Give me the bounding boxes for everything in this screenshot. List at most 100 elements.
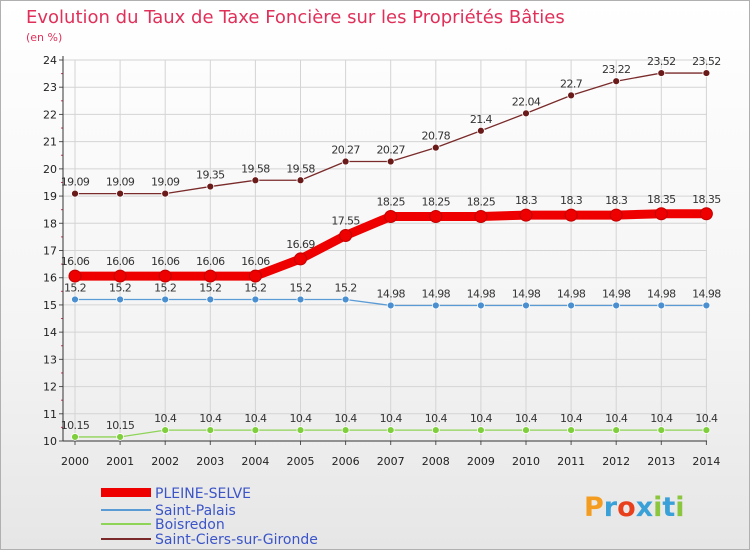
data-label: 10.4 [425, 412, 448, 425]
data-point [657, 301, 666, 310]
data-label: 18.25 [376, 195, 405, 208]
data-label: 16.06 [151, 255, 180, 268]
data-label: 15.2 [244, 281, 266, 294]
data-label: 14.98 [512, 287, 541, 300]
data-label: 14.98 [647, 287, 676, 300]
data-point [339, 229, 353, 243]
x-tick-label: 2012 [602, 455, 630, 468]
data-point [296, 426, 305, 435]
y-tick-label: 11 [43, 408, 57, 421]
y-tick-label: 20 [43, 163, 57, 176]
data-point [702, 69, 711, 77]
data-label: 10.4 [470, 412, 493, 425]
data-label: 16.06 [196, 255, 225, 268]
data-point [431, 143, 440, 152]
data-point [431, 301, 440, 310]
legend-label: Saint-Palais [155, 503, 236, 519]
y-tick-label: 17 [43, 245, 57, 258]
chart-title: Evolution du Taux de Taxe Foncière sur l… [26, 7, 565, 28]
legend-swatch [101, 488, 151, 497]
data-point [161, 189, 170, 198]
data-point [386, 157, 395, 166]
x-tick-label: 2008 [422, 455, 450, 468]
data-label: 14.98 [422, 287, 451, 300]
data-point [113, 269, 127, 283]
data-label: 10.4 [244, 412, 267, 425]
data-label: 20.27 [331, 144, 360, 157]
data-point [203, 269, 217, 283]
data-point [251, 295, 260, 304]
data-point [251, 426, 260, 435]
data-point [386, 426, 395, 435]
data-label: 15.2 [199, 281, 221, 294]
data-label: 10.4 [695, 412, 718, 425]
data-point [519, 208, 533, 222]
data-point [248, 269, 262, 283]
data-label: 15.2 [154, 281, 176, 294]
data-point [612, 77, 621, 86]
data-label: 19.09 [61, 176, 90, 189]
data-label: 20.78 [422, 130, 451, 143]
y-tick-label: 19 [43, 190, 57, 203]
data-point [68, 269, 82, 283]
data-point [386, 301, 395, 310]
data-point [699, 207, 713, 221]
data-label: 16.06 [106, 255, 135, 268]
data-point [341, 426, 350, 435]
data-label: 19.58 [241, 162, 270, 175]
data-point [567, 426, 575, 435]
data-point [612, 426, 621, 435]
y-tick-label: 10 [43, 435, 57, 448]
data-label: 23.52 [647, 55, 676, 68]
data-label: 14.98 [692, 287, 721, 300]
data-point [116, 295, 124, 304]
data-point [206, 182, 215, 191]
data-label: 14.98 [376, 287, 405, 300]
data-point [71, 295, 79, 304]
data-label: 18.3 [605, 194, 628, 207]
data-point [341, 157, 350, 166]
data-label: 10.4 [199, 412, 222, 425]
y-tick-label: 18 [43, 217, 57, 230]
data-point [564, 208, 578, 222]
data-point [522, 301, 530, 310]
data-label: 18.35 [647, 193, 676, 206]
data-label: 18.25 [467, 195, 496, 208]
x-tick-label: 2001 [106, 455, 134, 468]
data-point [294, 252, 307, 266]
data-label: 10.4 [650, 412, 673, 425]
data-label: 22.7 [560, 77, 583, 90]
x-tick-label: 2003 [196, 455, 224, 468]
data-point [609, 208, 623, 222]
x-tick-label: 2002 [151, 455, 179, 468]
data-point [702, 426, 711, 435]
data-label: 10.4 [380, 412, 403, 425]
data-point [474, 209, 488, 223]
data-point [116, 189, 124, 198]
y-tick-label: 15 [43, 299, 57, 312]
data-label: 18.25 [422, 195, 451, 208]
data-point [476, 301, 485, 310]
data-point [296, 295, 305, 304]
x-tick-label: 2006 [332, 455, 360, 468]
data-point [429, 209, 443, 223]
data-label: 18.3 [515, 194, 538, 207]
legend-label: PLEINE-SELVE [155, 486, 251, 502]
x-tick-label: 2011 [557, 455, 585, 468]
data-point [567, 301, 575, 310]
data-label: 19.09 [106, 176, 135, 189]
data-point [476, 426, 485, 435]
x-tick-label: 2005 [287, 455, 315, 468]
data-point [476, 126, 485, 135]
legend-label: Boisredon [155, 517, 225, 533]
y-tick-label: 16 [43, 272, 57, 285]
y-tick-label: 22 [43, 108, 57, 121]
data-point [161, 426, 170, 435]
data-point [158, 269, 172, 283]
data-label: 14.98 [467, 287, 496, 300]
data-label: 10.4 [560, 412, 583, 425]
data-label: 10.15 [61, 419, 90, 432]
data-point [657, 69, 666, 77]
data-point [206, 295, 215, 304]
